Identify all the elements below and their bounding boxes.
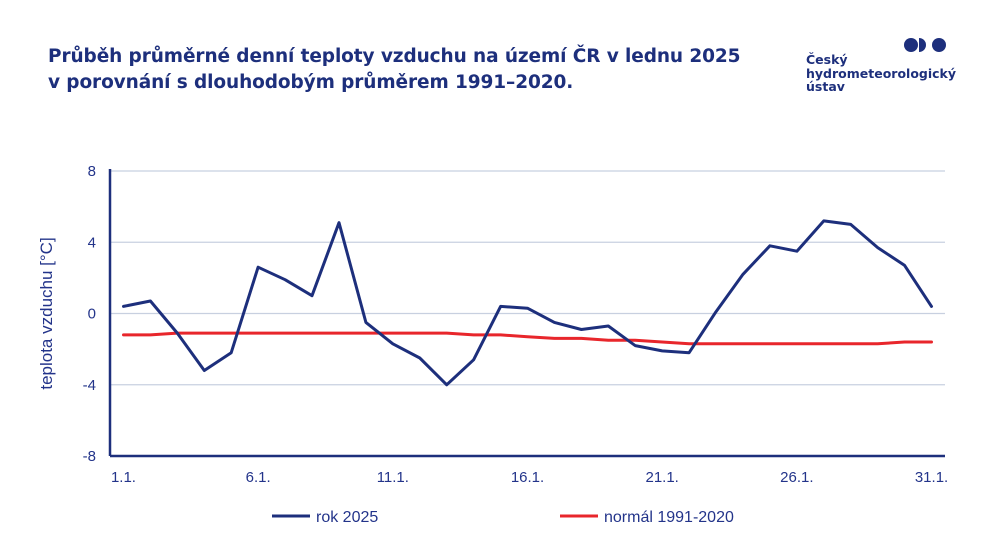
y-tick-label: 0 xyxy=(88,306,96,323)
x-tick-label: 26.1. xyxy=(780,469,813,486)
x-tick-labels: 1.1. 6.1. 11.1. 16.1. 21.1. 26.1. 31.1. xyxy=(111,469,948,486)
y-tick-label: -4 xyxy=(83,377,96,394)
logo-mark-icon xyxy=(904,38,946,52)
x-tick-label: 16.1. xyxy=(511,469,544,486)
chart-title-line2: v porovnání s dlouhodobým průměrem 1991–… xyxy=(48,72,574,93)
legend-label: rok 2025 xyxy=(316,509,378,526)
legend: rok 2025 normál 1991-2020 xyxy=(272,509,734,526)
logo-text-line2: hydrometeorologický xyxy=(806,65,957,81)
logo-text-line1: Český xyxy=(806,52,848,67)
y-axis-label: teplota vzduchu [°C] xyxy=(37,237,56,389)
y-tick-labels: 8 4 0 -4 -8 xyxy=(83,163,96,465)
y-tick-label: 8 xyxy=(88,163,96,180)
grid-lines xyxy=(110,170,945,386)
y-tick-label: 4 xyxy=(88,234,96,251)
chart-title-line1: Průběh průměrné denní teploty vzduchu na… xyxy=(48,46,741,67)
x-tick-label: 21.1. xyxy=(645,469,678,486)
series-line xyxy=(122,331,933,346)
y-tick-label: -8 xyxy=(83,448,96,465)
logo-text-line3: ústav xyxy=(806,79,845,94)
x-tick-label: 1.1. xyxy=(111,469,136,486)
series-line xyxy=(122,219,933,387)
x-tick-label: 11.1. xyxy=(377,469,409,486)
chart-title: Průběh průměrné denní teploty vzduchu na… xyxy=(48,44,741,96)
x-tick-label: 31.1. xyxy=(915,469,948,486)
axes xyxy=(108,169,945,458)
legend-label: normál 1991-2020 xyxy=(604,509,734,526)
line-chart: 8 4 0 -4 -8 1.1. 6.1. 11.1. 16.1. 21.1. 26.1. 31.1… xyxy=(37,163,948,526)
logo-text: Český hydrometeorologický ústav xyxy=(806,53,956,94)
series xyxy=(122,219,933,387)
x-tick-label: 6.1. xyxy=(246,469,271,486)
